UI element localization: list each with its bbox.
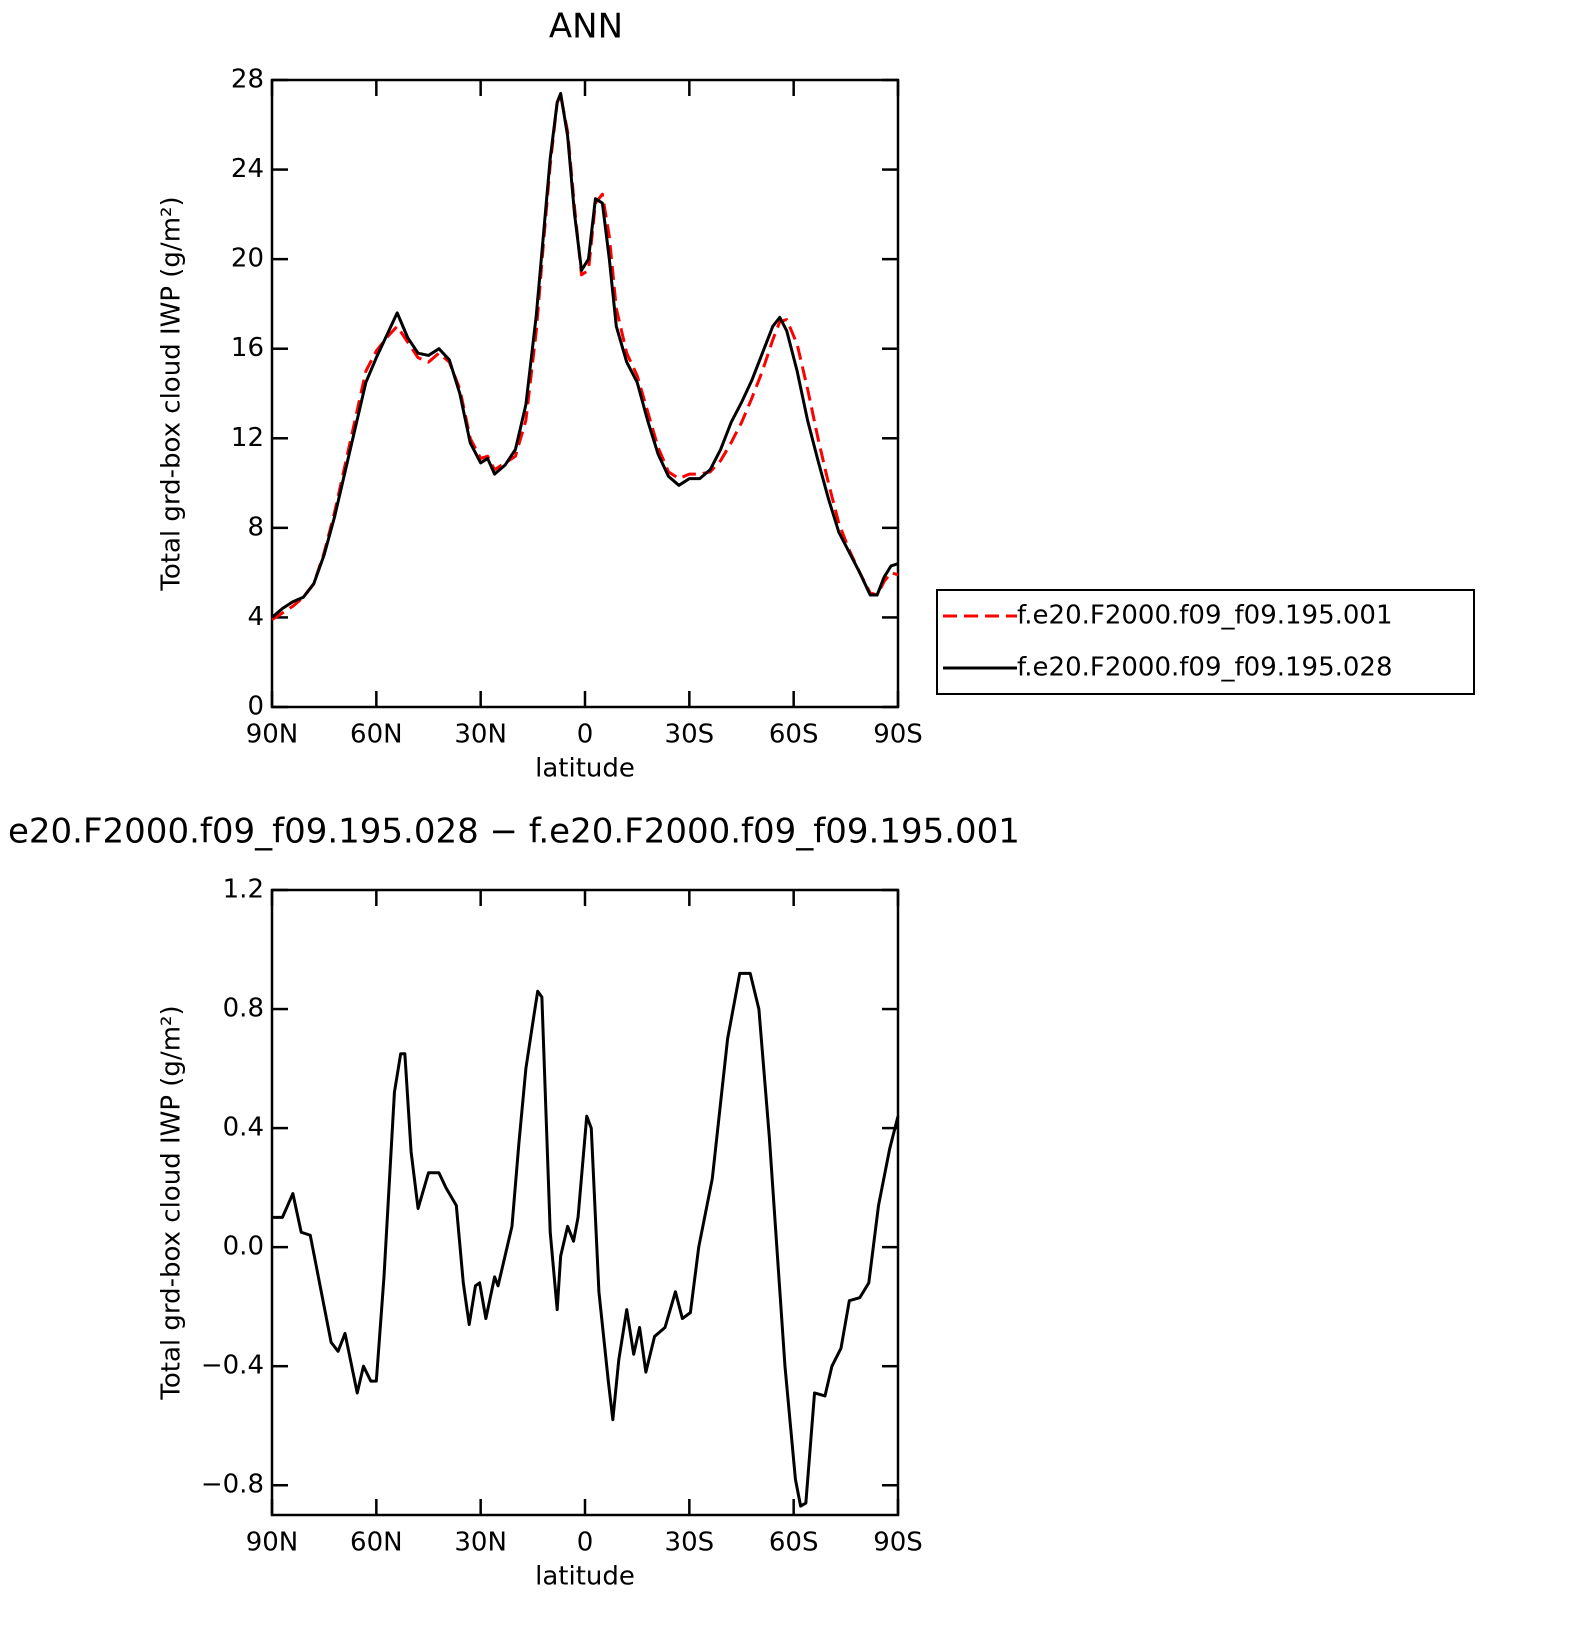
data-line	[272, 971, 900, 1508]
y-tick-label: 0	[247, 692, 264, 722]
y-tick-label: −0.8	[201, 1470, 264, 1500]
data-line	[271, 94, 899, 621]
chart-title: e20.F2000.f09_f09.195.028 − f.e20.F2000.…	[8, 812, 1020, 852]
chart-title: ANN	[549, 7, 623, 47]
y-tick-label: 0.0	[223, 1232, 264, 1262]
legend-label: f.e20.F2000.f09_f09.195.001	[1017, 601, 1393, 631]
x-tick-label: 60N	[350, 1528, 403, 1558]
plot-frame	[270, 888, 900, 1517]
y-tick-label: 8	[247, 512, 264, 542]
y-tick-label: 1.2	[223, 875, 264, 905]
x-axis-label: latitude	[535, 754, 635, 784]
x-tick-label: 0	[577, 1528, 594, 1558]
x-tick-label: 30N	[454, 1528, 507, 1558]
x-tick-label: 90N	[246, 1528, 299, 1558]
legend-box	[936, 589, 1475, 695]
x-tick-label: 60N	[350, 720, 403, 750]
y-axis-label: Total grd-box cloud IWP (g/m²)	[157, 196, 187, 591]
y-tick-label: 4	[247, 602, 264, 632]
y-axis-label: Total grd-box cloud IWP (g/m²)	[157, 1005, 187, 1400]
x-tick-label: 90S	[873, 1528, 923, 1558]
x-tick-label: 0	[577, 720, 594, 750]
x-tick-label: 90S	[873, 720, 923, 750]
y-tick-label: 20	[231, 244, 264, 274]
y-tick-label: 16	[231, 333, 264, 363]
x-axis-label: latitude	[535, 1562, 635, 1592]
x-tick-label: 30S	[665, 720, 715, 750]
y-tick-label: −0.4	[201, 1351, 264, 1381]
plot-frame	[270, 78, 900, 709]
legend-label: f.e20.F2000.f09_f09.195.028	[1017, 653, 1393, 683]
y-tick-label: 0.8	[223, 994, 264, 1024]
y-tick-label: 12	[231, 423, 264, 453]
data-line	[271, 91, 899, 619]
x-tick-label: 30S	[665, 1528, 715, 1558]
y-tick-label: 0.4	[223, 1113, 264, 1143]
x-tick-label: 60S	[769, 720, 819, 750]
x-tick-label: 90N	[246, 720, 299, 750]
y-tick-label: 24	[231, 154, 264, 184]
x-tick-label: 30N	[454, 720, 507, 750]
y-tick-label: 28	[231, 65, 264, 95]
x-tick-label: 60S	[769, 1528, 819, 1558]
